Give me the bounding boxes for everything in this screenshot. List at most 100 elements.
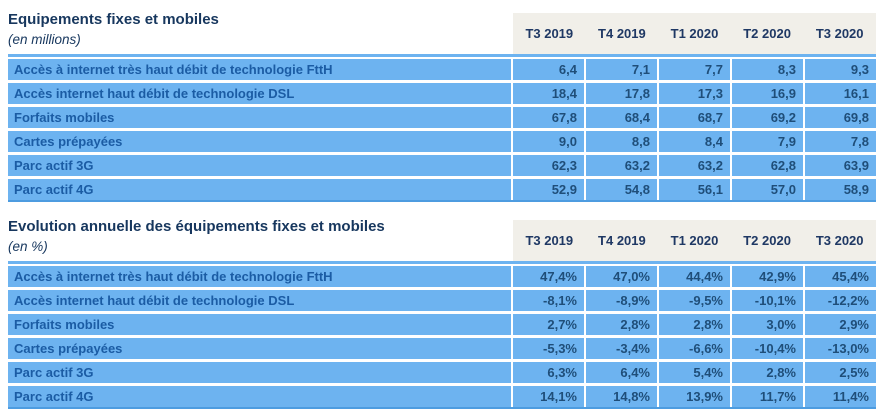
row-label: Cartes prépayées	[8, 338, 511, 359]
value-cell: 9,0	[513, 131, 584, 152]
value-cell: -6,6%	[659, 338, 730, 359]
table-row: Forfaits mobiles 2,7% 2,8% 2,8% 3,0% 2,9%	[8, 314, 876, 335]
value-cell: 14,8%	[586, 386, 657, 407]
table-unit-subtitle: (en millions)	[8, 32, 81, 47]
row-label: Accès à internet très haut débit de tech…	[8, 59, 511, 80]
value-cell: 6,4	[513, 59, 584, 80]
value-cell: 2,8%	[659, 314, 730, 335]
value-cell: 68,4	[586, 107, 657, 128]
value-cell: 14,1%	[513, 386, 584, 407]
quarter-column-header: T2 2020	[743, 233, 791, 248]
value-cell: 16,1	[805, 83, 876, 104]
value-cell: 63,9	[805, 155, 876, 176]
table-title: Evolution annuelle des équipements fixes…	[8, 218, 385, 235]
table-row: Parc actif 4G 52,9 54,8 56,1 57,0 58,9	[8, 179, 876, 202]
quarter-column-header: T4 2019	[598, 26, 646, 41]
value-cell: 67,8	[513, 107, 584, 128]
table-row: Forfaits mobiles 67,8 68,4 68,7 69,2 69,8	[8, 107, 876, 128]
row-label: Forfaits mobiles	[8, 107, 511, 128]
row-label: Accès internet haut débit de technologie…	[8, 290, 511, 311]
value-cell: -8,1%	[513, 290, 584, 311]
value-cell: 45,4%	[805, 266, 876, 287]
row-label: Accès à internet très haut débit de tech…	[8, 266, 511, 287]
table-unit-subtitle: (en %)	[8, 239, 48, 254]
table-title-cell: Equipements fixes et mobiles (en millions…	[8, 8, 511, 54]
value-cell: 8,4	[659, 131, 730, 152]
value-cell: 6,4%	[586, 362, 657, 383]
table-row: Parc actif 4G 14,1% 14,8% 13,9% 11,7% 11,4%	[8, 386, 876, 409]
quarter-column-header: T4 2019	[598, 233, 646, 248]
value-cell: 2,8%	[732, 362, 803, 383]
table-header-row: Evolution annuelle des équipements fixes…	[8, 215, 876, 261]
table-top-rule	[8, 261, 876, 264]
value-cell: 2,9%	[805, 314, 876, 335]
quarter-column-header: T1 2020	[670, 233, 719, 248]
value-cell: 69,8	[805, 107, 876, 128]
row-label: Parc actif 3G	[8, 155, 511, 176]
table-title-cell: Evolution annuelle des équipements fixes…	[8, 215, 511, 261]
table-row: Parc actif 3G 6,3% 6,4% 5,4% 2,8% 2,5%	[8, 362, 876, 383]
row-label: Parc actif 4G	[8, 386, 511, 407]
value-cell: 3,0%	[732, 314, 803, 335]
value-cell: -9,5%	[659, 290, 730, 311]
row-label: Parc actif 4G	[8, 179, 511, 200]
value-cell: 9,3	[805, 59, 876, 80]
value-cell: -3,4%	[586, 338, 657, 359]
value-cell: -10,4%	[732, 338, 803, 359]
value-cell: 7,8	[805, 131, 876, 152]
value-cell: 18,4	[513, 83, 584, 104]
value-cell: 58,9	[805, 179, 876, 200]
value-cell: 2,7%	[513, 314, 584, 335]
table-header-row: Equipements fixes et mobiles (en millions…	[8, 8, 876, 54]
value-cell: -8,9%	[586, 290, 657, 311]
value-cell: 42,9%	[732, 266, 803, 287]
value-cell: 62,3	[513, 155, 584, 176]
value-cell: 44,4%	[659, 266, 730, 287]
quarter-column-header: T3 2019	[525, 233, 574, 248]
value-cell: 8,3	[732, 59, 803, 80]
value-cell: -13,0%	[805, 338, 876, 359]
table-row: Accès à internet très haut débit de tech…	[8, 266, 876, 287]
table-top-rule	[8, 54, 876, 57]
value-cell: 62,8	[732, 155, 803, 176]
value-cell: 17,8	[586, 83, 657, 104]
value-cell: 17,3	[659, 83, 730, 104]
value-cell: 63,2	[586, 155, 657, 176]
value-cell: 11,7%	[732, 386, 803, 407]
quarter-header-band: T3 2019 T4 2019 T1 2020 T2 2020 T3 2020	[513, 220, 876, 261]
row-label: Forfaits mobiles	[8, 314, 511, 335]
quarter-header-band: T3 2019 T4 2019 T1 2020 T2 2020 T3 2020	[513, 13, 876, 54]
table-row: Cartes prépayées 9,0 8,8 8,4 7,9 7,8	[8, 131, 876, 152]
row-label: Cartes prépayées	[8, 131, 511, 152]
value-cell: 47,4%	[513, 266, 584, 287]
value-cell: 2,5%	[805, 362, 876, 383]
table-row: Accès internet haut débit de technologie…	[8, 83, 876, 104]
table-row: Accès internet haut débit de technologie…	[8, 290, 876, 311]
value-cell: 63,2	[659, 155, 730, 176]
table-title: Equipements fixes et mobiles	[8, 11, 219, 28]
value-cell: 7,7	[659, 59, 730, 80]
quarter-column-header: T3 2020	[815, 26, 864, 41]
value-cell: 56,1	[659, 179, 730, 200]
quarter-column-header: T2 2020	[743, 26, 791, 41]
data-table: Evolution annuelle des équipements fixes…	[8, 215, 876, 409]
value-cell: 68,7	[659, 107, 730, 128]
table-row: Cartes prépayées -5,3% -3,4% -6,6% -10,4% -13…	[8, 338, 876, 359]
value-cell: 5,4%	[659, 362, 730, 383]
value-cell: 57,0	[732, 179, 803, 200]
row-label: Parc actif 3G	[8, 362, 511, 383]
value-cell: -5,3%	[513, 338, 584, 359]
value-cell: 6,3%	[513, 362, 584, 383]
quarter-column-header: T3 2019	[525, 26, 574, 41]
value-cell: 54,8	[586, 179, 657, 200]
value-cell: -10,1%	[732, 290, 803, 311]
quarter-column-header: T1 2020	[670, 26, 719, 41]
value-cell: 16,9	[732, 83, 803, 104]
value-cell: 8,8	[586, 131, 657, 152]
value-cell: 7,1	[586, 59, 657, 80]
value-cell: 2,8%	[586, 314, 657, 335]
table-row: Parc actif 3G 62,3 63,2 63,2 62,8 63,9	[8, 155, 876, 176]
data-table: Equipements fixes et mobiles (en millions…	[8, 8, 876, 202]
value-cell: 13,9%	[659, 386, 730, 407]
